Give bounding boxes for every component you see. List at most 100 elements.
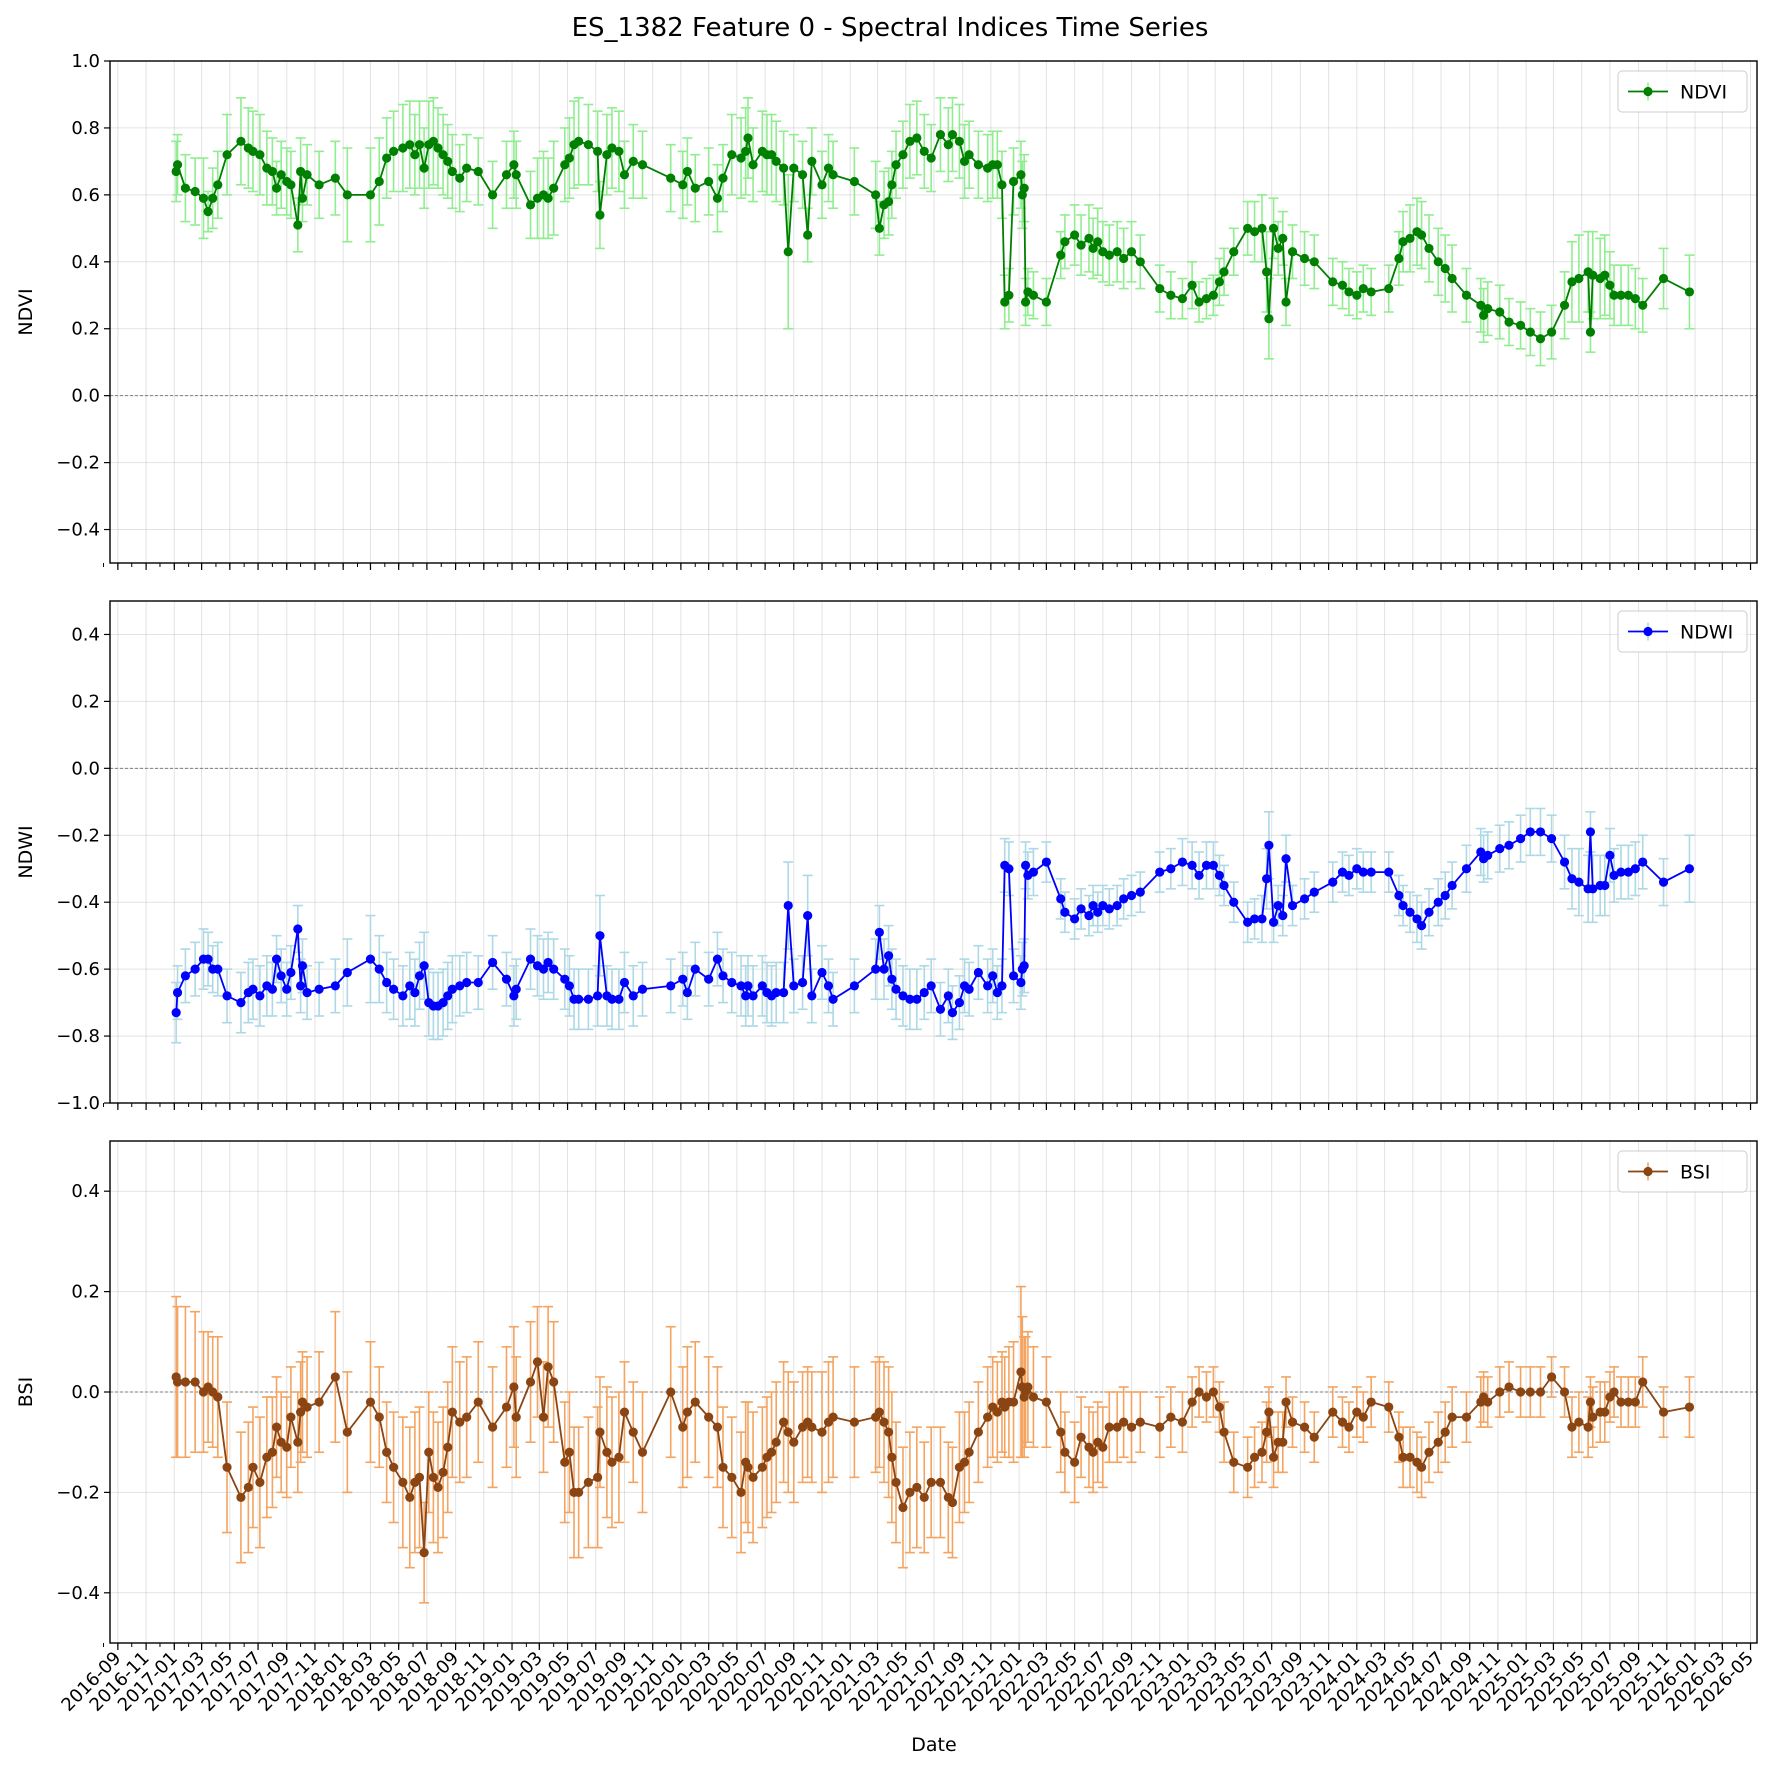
legend-box bbox=[1617, 70, 1748, 113]
data-point bbox=[1119, 253, 1129, 264]
data-point bbox=[637, 984, 648, 994]
data-point bbox=[248, 984, 258, 994]
data-point bbox=[1495, 1387, 1505, 1397]
data-point bbox=[1559, 857, 1570, 867]
data-point bbox=[614, 994, 624, 1004]
data-point bbox=[637, 1447, 648, 1457]
data-point bbox=[712, 954, 723, 964]
data-point bbox=[817, 1427, 827, 1437]
data-point bbox=[248, 146, 258, 156]
data-point bbox=[382, 977, 392, 988]
data-point bbox=[302, 987, 312, 998]
data-point bbox=[538, 1412, 549, 1422]
data-point bbox=[1056, 250, 1066, 260]
data-point bbox=[293, 220, 303, 230]
data-point bbox=[1056, 1427, 1066, 1437]
data-point bbox=[1344, 287, 1354, 297]
data-point bbox=[1405, 907, 1415, 917]
data-point bbox=[419, 1548, 429, 1558]
data-point bbox=[271, 183, 282, 193]
data-point bbox=[1008, 971, 1019, 981]
data-point bbox=[296, 1407, 306, 1417]
data-point bbox=[190, 964, 200, 974]
data-point bbox=[1495, 307, 1505, 317]
data-point bbox=[1337, 1417, 1348, 1427]
data-point bbox=[1060, 1447, 1070, 1457]
data-point bbox=[1638, 857, 1648, 867]
data-point bbox=[1405, 1452, 1415, 1462]
data-point bbox=[614, 146, 624, 156]
data-point bbox=[543, 1362, 553, 1372]
data-point bbox=[1424, 1447, 1434, 1457]
data-point bbox=[455, 1417, 465, 1427]
data-point bbox=[1219, 267, 1229, 277]
data-point bbox=[947, 130, 958, 140]
data-point bbox=[564, 153, 575, 163]
data-point bbox=[1243, 1462, 1253, 1472]
data-point bbox=[1616, 290, 1626, 300]
data-point bbox=[1104, 1422, 1114, 1432]
data-point bbox=[666, 1387, 676, 1397]
data-point bbox=[267, 166, 277, 177]
data-point bbox=[1194, 1387, 1204, 1397]
data-point bbox=[203, 954, 213, 964]
data-point bbox=[1093, 907, 1103, 917]
data-point bbox=[797, 977, 808, 988]
data-point bbox=[511, 984, 521, 994]
data-point bbox=[1262, 267, 1272, 277]
data-point bbox=[293, 1437, 303, 1447]
data-point bbox=[1440, 263, 1450, 274]
data-point bbox=[803, 230, 813, 240]
data-point bbox=[789, 1437, 799, 1447]
data-point bbox=[1262, 874, 1272, 884]
data-point bbox=[1273, 900, 1283, 911]
data-point bbox=[560, 160, 570, 170]
y-tick-label: 1.0 bbox=[71, 51, 100, 72]
data-point bbox=[607, 994, 617, 1004]
data-point bbox=[1384, 1402, 1394, 1412]
data-point bbox=[959, 156, 970, 166]
data-point bbox=[1309, 257, 1319, 267]
legend-label: NDVI bbox=[1680, 82, 1727, 104]
data-point bbox=[267, 984, 277, 994]
data-point bbox=[884, 196, 894, 207]
data-point bbox=[1070, 914, 1080, 924]
data-point bbox=[1243, 223, 1253, 233]
data-point bbox=[828, 170, 838, 180]
data-point bbox=[1394, 890, 1404, 901]
data-point bbox=[690, 1397, 700, 1407]
data-point bbox=[255, 150, 265, 160]
panel-ndvi: −0.4 −0.2 0.0 0.2 0.4 0.6 0.8 1.0 NDVI NDVI bbox=[15, 51, 1758, 570]
data-point bbox=[1574, 877, 1584, 887]
data-point bbox=[414, 140, 425, 150]
data-point bbox=[1135, 257, 1145, 267]
data-point bbox=[1559, 1387, 1570, 1397]
data-point bbox=[1257, 223, 1267, 233]
data-point bbox=[1016, 977, 1026, 988]
data-point bbox=[1616, 1397, 1626, 1407]
y-tick-label: 0.8 bbox=[71, 118, 100, 139]
data-point bbox=[1433, 897, 1443, 907]
data-point bbox=[342, 967, 352, 978]
data-point bbox=[817, 967, 827, 978]
data-point bbox=[771, 1437, 781, 1447]
data-point bbox=[1287, 900, 1298, 911]
data-point bbox=[271, 954, 282, 964]
data-point bbox=[342, 190, 352, 200]
data-point bbox=[180, 183, 191, 193]
data-point bbox=[1447, 1412, 1457, 1422]
data-point bbox=[1187, 280, 1197, 290]
data-point bbox=[433, 143, 443, 153]
data-point bbox=[704, 974, 714, 984]
data-point bbox=[1574, 1417, 1584, 1427]
data-point bbox=[1299, 894, 1310, 904]
data-point bbox=[1155, 867, 1165, 877]
data-point bbox=[255, 1477, 265, 1487]
data-point bbox=[879, 964, 889, 974]
data-point bbox=[236, 1492, 246, 1503]
data-point bbox=[1281, 1397, 1291, 1407]
data-point bbox=[718, 173, 728, 183]
data-point bbox=[983, 981, 993, 991]
data-point bbox=[1264, 840, 1274, 850]
data-point bbox=[736, 981, 746, 991]
